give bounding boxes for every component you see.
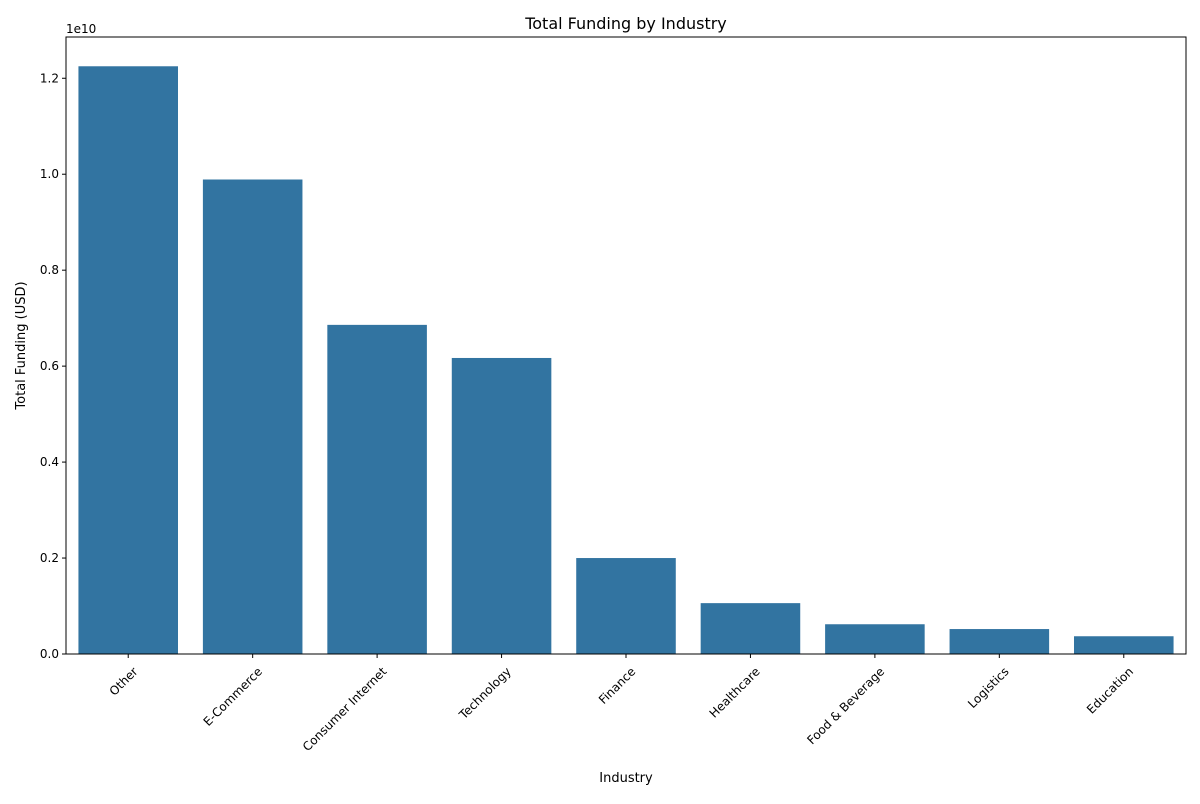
bar-1 [202,179,303,654]
plot-frame [65,36,1187,655]
y-tick-label-0: 0.0 [40,647,59,661]
bar-7 [949,629,1050,654]
y-axis-offset-label: 1e10 [66,22,96,36]
y-axis-label: Total Funding (USD) [14,281,29,410]
x-tick-label-1: E-Commerce [201,664,265,728]
x-tick-label-7: Logistics [965,664,1012,711]
bars-group [78,66,1174,654]
y-tick-label-1: 0.2 [40,551,59,565]
bar-2 [327,324,427,654]
y-tick-label-5: 1.0 [40,167,59,181]
y-tick-label-6: 1.2 [40,71,59,85]
bar-5 [700,603,801,654]
bar-8 [1074,636,1174,654]
x-axis-label: Industry [599,771,653,786]
x-tick-label-4: Finance [596,664,638,706]
x-tick-label-5: Healthcare [707,664,763,720]
x-tick-label-0: Other [107,664,141,698]
x-tick-label-3: Technology [456,664,514,722]
y-tick-label-2: 0.4 [40,455,59,469]
chart-title: Total Funding by Industry [524,14,727,33]
y-tick-label-3: 0.6 [40,359,59,373]
bar-0 [78,66,178,654]
bar-3 [451,357,552,654]
bar-6 [825,624,925,654]
x-tick-label-6: Food & Beverage [804,664,887,747]
x-tick-label-2: Consumer Internet [300,664,390,754]
y-tick-label-4: 0.8 [40,263,59,277]
bar-4 [576,558,676,654]
x-tick-label-8: Education [1084,664,1136,716]
x-axis-ticks: Other E-Commerce Consumer Internet Technolo… [107,654,1136,754]
y-axis-ticks: 0.0 0.2 0.4 0.6 0.8 1.0 1.2 [40,71,66,661]
